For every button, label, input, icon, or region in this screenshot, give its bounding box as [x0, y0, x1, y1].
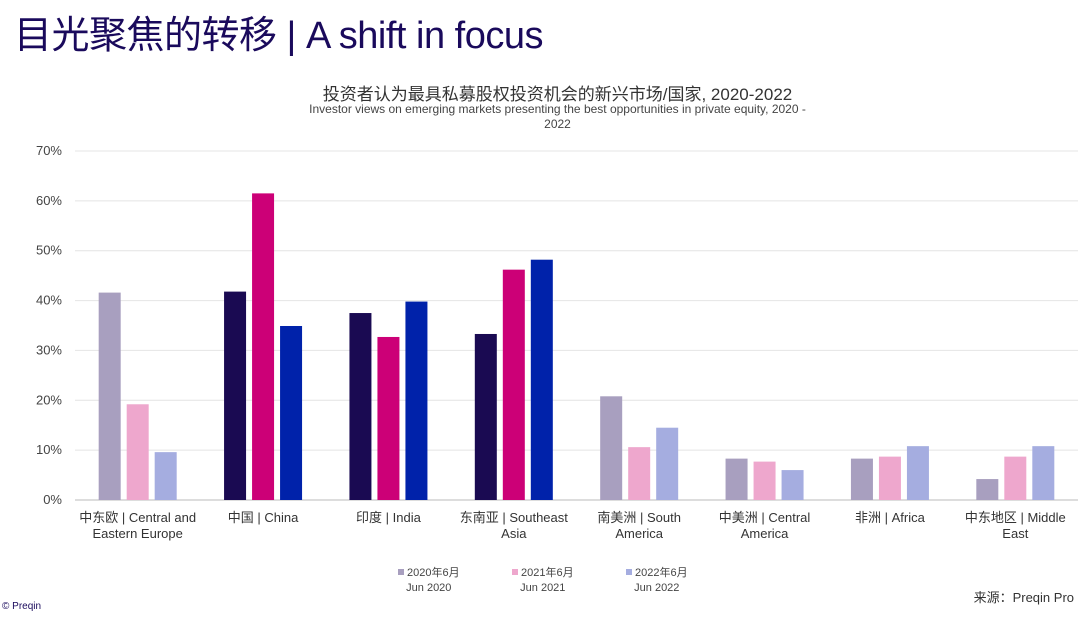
bar — [1004, 456, 1027, 500]
legend-item-2020: 2020年6月 Jun 2020 — [398, 566, 460, 596]
x-tick-label: 非洲 | Africa — [855, 510, 926, 525]
bar — [405, 301, 428, 500]
legend-label-2021: 2021年6月 — [521, 567, 574, 579]
y-tick-label: 60% — [36, 193, 62, 208]
bar — [224, 291, 247, 500]
bar — [349, 313, 372, 500]
bar — [600, 396, 623, 500]
bar — [502, 269, 525, 500]
bar — [753, 461, 776, 500]
x-tick-label-line: 印度 | India — [356, 510, 422, 525]
y-tick-label: 40% — [36, 293, 62, 308]
legend-sublabel-2022: Jun 2022 — [634, 582, 680, 594]
y-tick-label: 0% — [43, 492, 62, 507]
y-tick-label: 50% — [36, 243, 62, 258]
legend-swatch-2020 — [398, 569, 404, 575]
source-note: 来源：Preqin Pro — [973, 590, 1074, 605]
footer-copyright: © Preqin — [2, 601, 42, 612]
chart-title: 投资者认为最具私募股权投资机会的新兴市场/国家, 2020-2022 — [322, 85, 793, 104]
bar — [98, 292, 121, 500]
bar — [906, 446, 929, 500]
bar — [725, 458, 748, 500]
bar — [154, 452, 177, 500]
x-tick-label-line: Eastern Europe — [93, 526, 183, 541]
bar — [530, 259, 553, 500]
x-tick-label-line: America — [741, 526, 789, 541]
x-tick-label-line: 中东地区 | Middle — [965, 510, 1066, 525]
x-tick-label: 中国 | China — [228, 510, 299, 525]
x-tick-label-line: East — [1002, 526, 1028, 541]
y-tick-label: 30% — [36, 342, 62, 357]
x-tick-label: 中东欧 | Central and Eastern Europe — [79, 510, 196, 541]
x-tick-label-line: America — [615, 526, 663, 541]
y-tick-label: 10% — [36, 442, 62, 457]
bar — [781, 470, 804, 500]
bar — [656, 427, 679, 500]
bar — [976, 479, 999, 500]
bar — [377, 336, 400, 500]
bar — [628, 447, 651, 500]
x-tick-label: 东南亚 | Southeast Asia — [460, 510, 569, 541]
x-tick-label: 中东地区 | Middle East — [965, 510, 1066, 541]
bar — [474, 333, 497, 500]
x-tick-label-line: 非洲 | Africa — [855, 510, 926, 525]
legend-item-2021: 2021年6月 Jun 2021 — [512, 566, 574, 596]
legend-item-2022: 2022年6月 Jun 2022 — [626, 566, 688, 596]
y-tick-label: 20% — [36, 392, 62, 407]
bar — [280, 325, 303, 500]
bar — [1032, 446, 1055, 500]
chart-legend: 2020年6月 Jun 2020 2021年6月 Jun 2021 2022年6… — [0, 566, 1080, 600]
y-tick-label: 70% — [36, 143, 62, 158]
x-tick-label: 印度 | India — [356, 510, 422, 525]
bar — [252, 193, 275, 500]
legend-swatch-2022 — [626, 569, 632, 575]
legend-sublabel-2020: Jun 2020 — [406, 582, 452, 594]
x-tick-label-line: 南美洲 | South — [597, 510, 681, 525]
bar — [878, 456, 901, 500]
bar — [126, 404, 149, 500]
x-tick-label: 南美洲 | South America — [597, 510, 681, 541]
legend-label-2022: 2022年6月 — [635, 567, 688, 579]
chart-subtitle: Investor views on emerging markets prese… — [309, 102, 806, 131]
page-title: 目光聚焦的转移 | A shift in focus — [14, 15, 544, 57]
x-tick-label-line: 东南亚 | Southeast — [460, 510, 569, 525]
x-tick-label-line: 中美洲 | Central — [719, 510, 811, 525]
x-tick-label: 中美洲 | Central America — [719, 510, 811, 541]
bar — [850, 458, 873, 500]
x-tick-label-line: 中国 | China — [228, 510, 299, 525]
legend-swatch-2021 — [512, 569, 518, 575]
x-tick-label-line: Asia — [501, 526, 527, 541]
legend-sublabel-2021: Jun 2021 — [520, 582, 566, 594]
legend-label-2020: 2020年6月 — [407, 567, 460, 579]
x-tick-label-line: 中东欧 | Central and — [79, 510, 196, 525]
